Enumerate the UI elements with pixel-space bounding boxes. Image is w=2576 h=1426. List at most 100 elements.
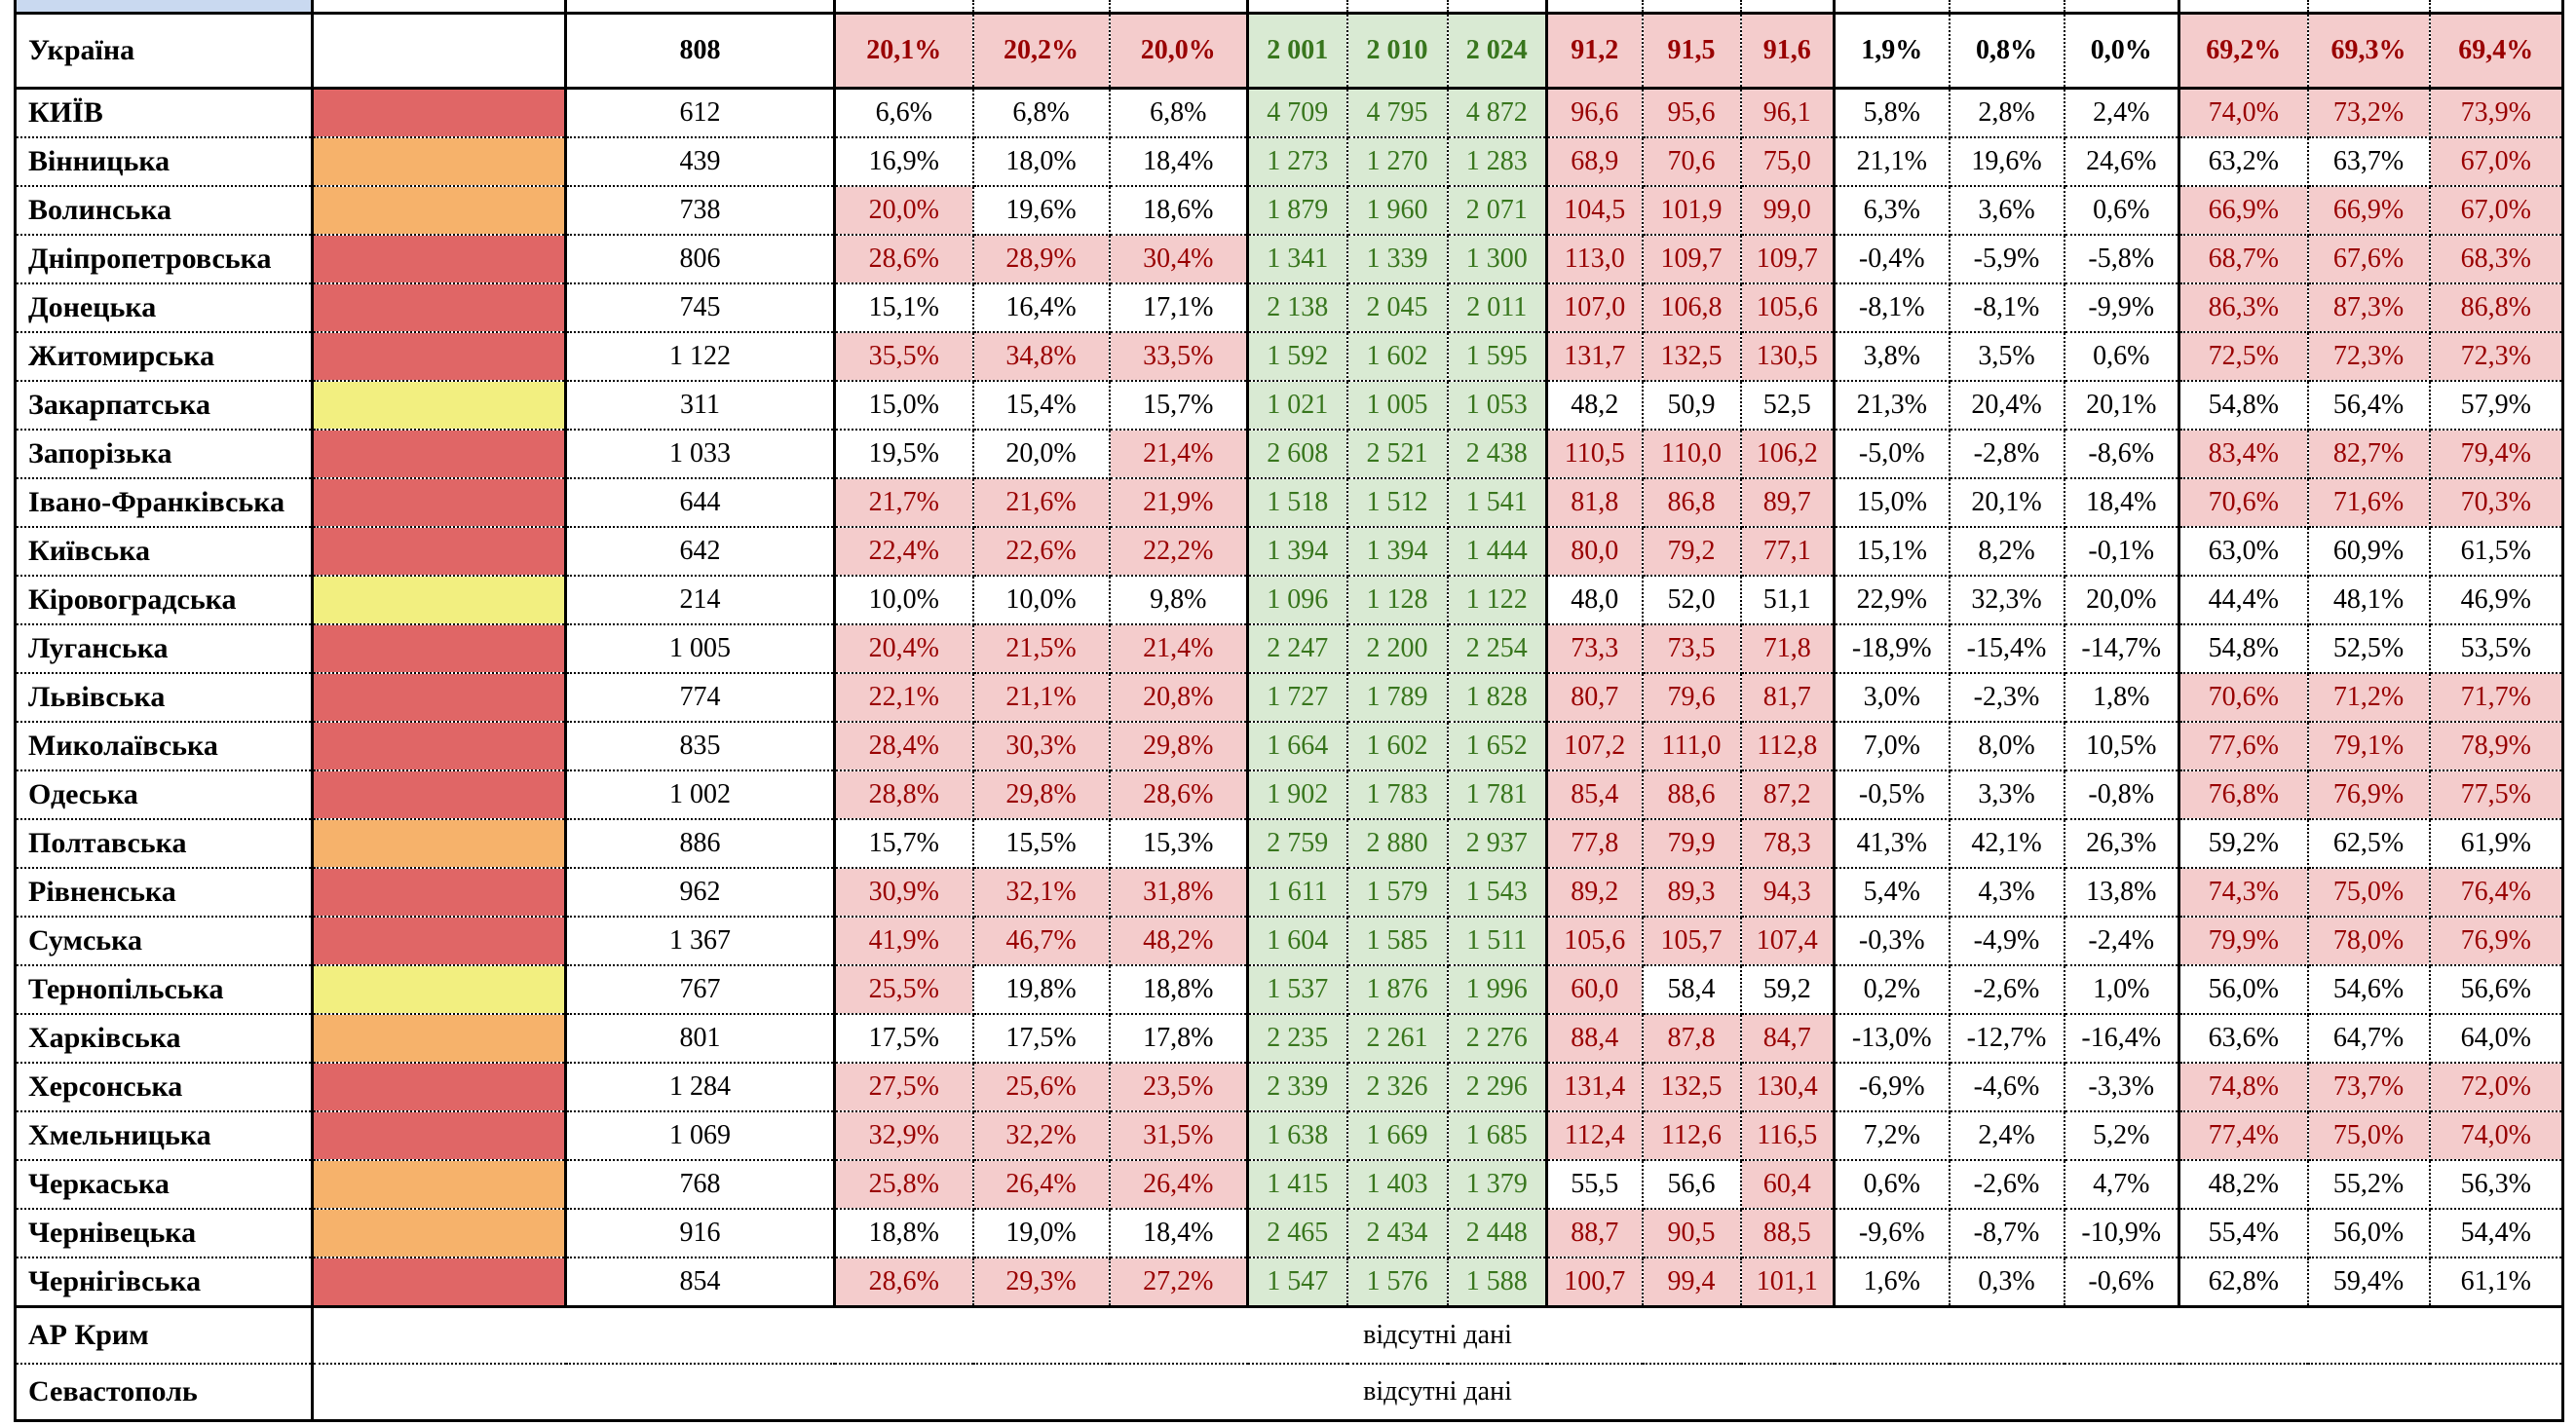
data-cell[interactable]: 56,0%: [2306, 1208, 2431, 1258]
data-cell[interactable]: 28,4%: [833, 721, 974, 771]
data-cell[interactable]: 132,5: [1641, 331, 1742, 382]
data-cell[interactable]: 2 465: [1246, 1208, 1348, 1258]
data-cell[interactable]: 87,2: [1739, 769, 1836, 820]
data-cell[interactable]: 20,0%: [833, 185, 974, 236]
region-name-cell[interactable]: КИЇВ: [14, 87, 314, 138]
data-cell[interactable]: 101,1: [1739, 1257, 1836, 1308]
count-cell[interactable]: 738: [564, 185, 836, 236]
data-cell[interactable]: 1 096: [1246, 575, 1348, 625]
data-cell[interactable]: 76,8%: [2178, 769, 2309, 820]
data-cell[interactable]: 61,1%: [2428, 1257, 2564, 1308]
data-cell[interactable]: 86,8%: [2428, 282, 2564, 333]
data-cell[interactable]: 15,1%: [1833, 526, 1951, 577]
header-sliver-cell[interactable]: [1345, 0, 1449, 15]
data-cell[interactable]: 32,2%: [971, 1110, 1111, 1161]
data-cell[interactable]: 21,4%: [1108, 623, 1249, 674]
data-cell[interactable]: 71,8: [1739, 623, 1836, 674]
count-cell[interactable]: 1 367: [564, 916, 836, 966]
data-cell[interactable]: 77,1: [1739, 526, 1836, 577]
data-cell[interactable]: 96,6: [1545, 87, 1644, 138]
header-sliver-cell[interactable]: [311, 0, 567, 15]
data-cell[interactable]: 22,6%: [971, 526, 1111, 577]
count-cell[interactable]: 808: [564, 12, 836, 90]
data-cell[interactable]: 61,5%: [2428, 526, 2564, 577]
data-cell[interactable]: 18,6%: [1108, 185, 1249, 236]
data-cell[interactable]: 22,1%: [833, 672, 974, 723]
data-cell[interactable]: 32,1%: [971, 867, 1111, 918]
data-cell[interactable]: 66,9%: [2178, 185, 2309, 236]
data-cell[interactable]: 56,0%: [2178, 964, 2309, 1015]
data-cell[interactable]: 77,6%: [2178, 721, 2309, 771]
data-cell[interactable]: 1 512: [1345, 477, 1449, 528]
data-cell[interactable]: 1 283: [1446, 136, 1548, 187]
data-cell[interactable]: 78,9%: [2428, 721, 2564, 771]
data-cell[interactable]: 2,4%: [1948, 1110, 2065, 1161]
data-cell[interactable]: 62,8%: [2178, 1257, 2309, 1308]
count-cell[interactable]: 439: [564, 136, 836, 187]
data-cell[interactable]: 1,0%: [2063, 964, 2180, 1015]
data-cell[interactable]: 32,3%: [1948, 575, 2065, 625]
data-cell[interactable]: 15,3%: [1108, 818, 1249, 869]
data-cell[interactable]: 31,5%: [1108, 1110, 1249, 1161]
data-cell[interactable]: 70,6%: [2178, 477, 2309, 528]
data-cell[interactable]: 57,9%: [2428, 380, 2564, 431]
region-color-cell[interactable]: [311, 769, 567, 820]
data-cell[interactable]: 51,1: [1739, 575, 1836, 625]
data-cell[interactable]: 10,0%: [971, 575, 1111, 625]
data-cell[interactable]: 0,3%: [1948, 1257, 2065, 1308]
data-cell[interactable]: 8,0%: [1948, 721, 2065, 771]
data-cell[interactable]: 66,9%: [2306, 185, 2431, 236]
data-cell[interactable]: -6,9%: [1833, 1062, 1951, 1112]
data-cell[interactable]: 59,2: [1739, 964, 1836, 1015]
data-cell[interactable]: 106,8: [1641, 282, 1742, 333]
header-sliver-cell[interactable]: [1246, 0, 1348, 15]
data-cell[interactable]: 105,7: [1641, 916, 1742, 966]
data-cell[interactable]: 71,7%: [2428, 672, 2564, 723]
data-cell[interactable]: 3,3%: [1948, 769, 2065, 820]
data-cell[interactable]: 1 394: [1246, 526, 1348, 577]
data-cell[interactable]: -10,9%: [2063, 1208, 2180, 1258]
data-cell[interactable]: 74,3%: [2178, 867, 2309, 918]
region-name-cell[interactable]: Одеська: [14, 769, 314, 820]
data-cell[interactable]: 77,8: [1545, 818, 1644, 869]
data-cell[interactable]: 69,4%: [2428, 12, 2564, 90]
data-cell[interactable]: 52,5: [1739, 380, 1836, 431]
data-cell[interactable]: 63,7%: [2306, 136, 2431, 187]
data-cell[interactable]: 63,0%: [2178, 526, 2309, 577]
data-cell[interactable]: 73,9%: [2428, 87, 2564, 138]
data-cell[interactable]: 1 727: [1246, 672, 1348, 723]
data-cell[interactable]: 1 394: [1345, 526, 1449, 577]
header-sliver-cell[interactable]: [1948, 0, 2065, 15]
data-cell[interactable]: 22,4%: [833, 526, 974, 577]
data-cell[interactable]: 1 511: [1446, 916, 1548, 966]
data-cell[interactable]: -3,3%: [2063, 1062, 2180, 1112]
count-cell[interactable]: 1 002: [564, 769, 836, 820]
data-cell[interactable]: 67,0%: [2428, 136, 2564, 187]
missing-data-cell[interactable]: відсутні дані: [311, 1363, 2564, 1422]
data-cell[interactable]: 48,1%: [2306, 575, 2431, 625]
missing-data-cell[interactable]: відсутні дані: [311, 1305, 2564, 1365]
header-sliver-cell[interactable]: [1545, 0, 1644, 15]
data-cell[interactable]: 112,8: [1739, 721, 1836, 771]
data-cell[interactable]: 2 200: [1345, 623, 1449, 674]
data-cell[interactable]: -5,9%: [1948, 234, 2065, 284]
data-cell[interactable]: 42,1%: [1948, 818, 2065, 869]
region-color-cell[interactable]: [311, 185, 567, 236]
data-cell[interactable]: 69,2%: [2178, 12, 2309, 90]
data-cell[interactable]: 79,2: [1641, 526, 1742, 577]
data-cell[interactable]: 1 005: [1345, 380, 1449, 431]
data-cell[interactable]: 16,4%: [971, 282, 1111, 333]
count-cell[interactable]: 612: [564, 87, 836, 138]
data-cell[interactable]: 29,3%: [971, 1257, 1111, 1308]
data-cell[interactable]: 4,3%: [1948, 867, 2065, 918]
header-sliver-cell[interactable]: [14, 0, 314, 15]
region-name-cell[interactable]: Миколаївська: [14, 721, 314, 771]
data-cell[interactable]: 1 273: [1246, 136, 1348, 187]
data-cell[interactable]: 46,7%: [971, 916, 1111, 966]
data-cell[interactable]: 18,4%: [2063, 477, 2180, 528]
region-color-cell[interactable]: [311, 380, 567, 431]
data-cell[interactable]: 80,7: [1545, 672, 1644, 723]
data-cell[interactable]: 84,7: [1739, 1013, 1836, 1064]
data-cell[interactable]: 17,1%: [1108, 282, 1249, 333]
data-cell[interactable]: 1 781: [1446, 769, 1548, 820]
